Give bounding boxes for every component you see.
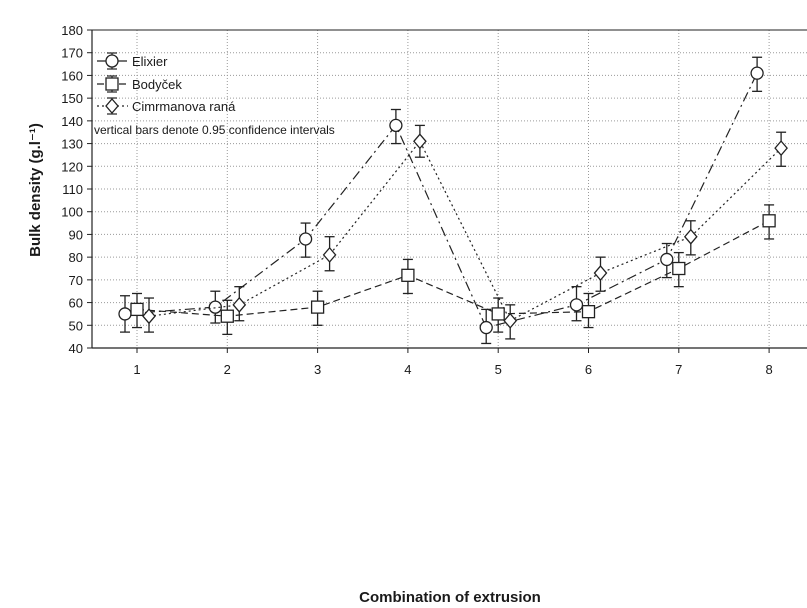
series-line-0 (124, 72, 758, 329)
data-point-2-6 (683, 228, 698, 245)
data-point-2-3 (413, 133, 427, 150)
confidence-note: vertical bars denote 0.95 confidence int… (94, 123, 335, 137)
data-point-2-1 (232, 296, 247, 313)
legend-marker-0 (105, 54, 119, 68)
legend-label-bodycek: Bodyček (132, 77, 182, 92)
y-tick-label-80: 80 (69, 250, 83, 265)
data-point-0-4 (479, 320, 493, 335)
x-axis-title: Combination of extrusion (359, 589, 541, 606)
x-tick-label-1: 1 (133, 362, 140, 377)
series-0 (118, 56, 764, 345)
data-point-0-1 (208, 300, 222, 314)
y-tick-label-140: 140 (61, 114, 83, 129)
y-axis-title: Bulk density (g.l⁻¹) (27, 123, 44, 257)
x-tick-label-4: 4 (404, 362, 411, 377)
data-point-1-4 (491, 307, 505, 321)
y-tick-label-110: 110 (62, 182, 83, 197)
legend: Elixier Bodyček Cimrmanova raná vertical… (94, 52, 335, 137)
data-point-0-2 (298, 232, 313, 246)
data-point-1-7 (762, 214, 776, 228)
y-tick-label-180: 180 (61, 23, 83, 38)
axes (87, 29, 807, 353)
y-tick-label-160: 160 (61, 68, 83, 83)
y-tick-label-130: 130 (61, 137, 83, 152)
series-1 (130, 204, 776, 336)
y-tick-label-90: 90 (69, 227, 83, 242)
data-point-1-3 (401, 268, 415, 282)
series-2 (142, 124, 788, 340)
series-line-1 (136, 220, 770, 317)
x-tick-label-2: 2 (224, 362, 231, 377)
legend-label-elixier: Elixier (132, 54, 168, 69)
y-tick-label-60: 60 (69, 296, 83, 311)
data-point-2-0 (142, 308, 156, 325)
data-point-1-5 (581, 305, 596, 319)
data-point-2-7 (774, 140, 788, 157)
legend-marker-1 (105, 77, 119, 91)
data-point-2-4 (503, 312, 518, 329)
y-tick-label-40: 40 (69, 341, 83, 356)
data-point-1-2 (310, 300, 325, 314)
y-tick-labels: 40 50 60 70 80 90 100 110 120 130 140 150 160 170 180 (61, 23, 83, 356)
data-point-2-5 (593, 265, 608, 282)
y-tick-label-150: 150 (61, 91, 83, 106)
series-layer (118, 56, 788, 345)
y-tick-label-170: 170 (61, 46, 83, 61)
x-tick-label-6: 6 (585, 362, 592, 377)
x-tick-label-3: 3 (314, 362, 321, 377)
y-tick-label-70: 70 (69, 273, 83, 288)
data-point-0-6 (660, 252, 674, 267)
x-tick-label-5: 5 (495, 362, 502, 377)
legend-label-cimrmanova: Cimrmanova raná (132, 99, 236, 114)
y-tick-label-100: 100 (61, 205, 83, 220)
x-tick-label-8: 8 (765, 362, 772, 377)
data-point-0-5 (569, 298, 584, 312)
data-point-0-0 (118, 307, 132, 321)
data-point-0-3 (389, 118, 403, 133)
x-tick-labels: 1 2 3 4 5 6 7 8 (133, 362, 772, 377)
legend-marker-2 (105, 98, 119, 114)
data-point-1-1 (220, 309, 234, 323)
x-tick-label-7: 7 (675, 362, 682, 377)
y-tick-label-50: 50 (69, 318, 83, 333)
data-point-1-0 (130, 302, 144, 317)
data-point-0-7 (750, 66, 764, 80)
data-point-1-6 (672, 261, 686, 276)
data-point-2-2 (322, 246, 337, 263)
y-tick-label-120: 120 (61, 159, 83, 174)
